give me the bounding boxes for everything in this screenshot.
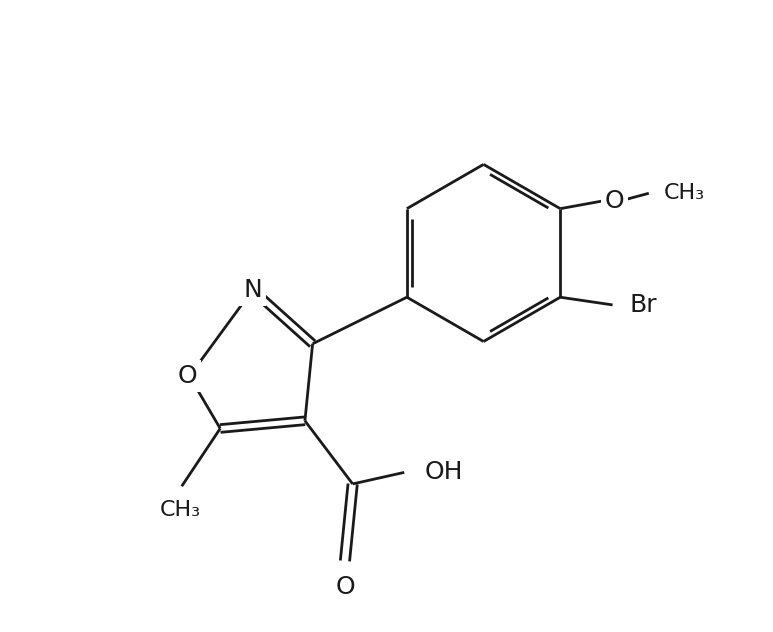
Text: O: O (604, 189, 624, 213)
Text: N: N (243, 278, 262, 302)
Text: CH₃: CH₃ (664, 183, 705, 204)
Text: O: O (178, 364, 198, 388)
Text: O: O (335, 574, 355, 599)
Text: Br: Br (629, 293, 657, 317)
Text: CH₃: CH₃ (159, 500, 201, 520)
Text: OH: OH (424, 460, 463, 484)
